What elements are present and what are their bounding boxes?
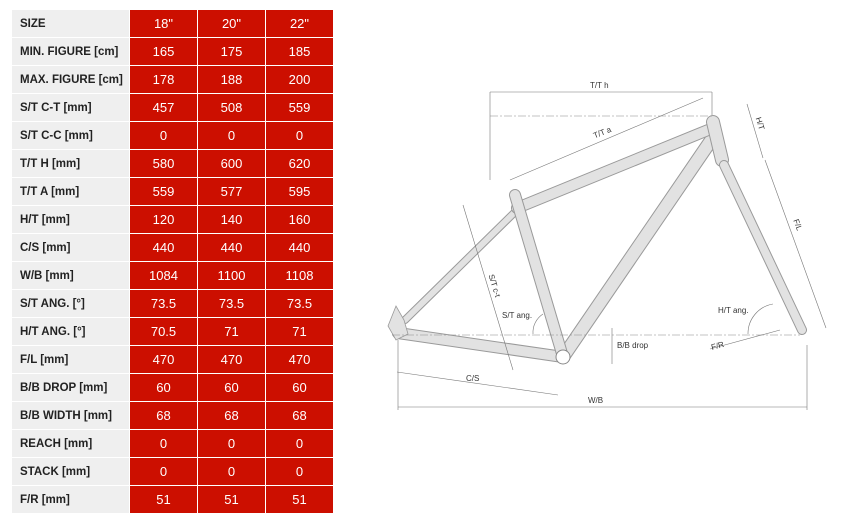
value-cell: 165 [129, 37, 198, 66]
label-tta: T/T a [592, 125, 613, 140]
table-row: F/L [mm] 470 470 470 [11, 345, 334, 374]
table-row: T/T H [mm] 580 600 620 [11, 149, 334, 178]
value-cell: 1084 [129, 261, 198, 290]
value-cell: 595 [265, 177, 334, 206]
value-cell: 178 [129, 65, 198, 94]
value-cell: 580 [129, 149, 198, 178]
table-row: STACK [mm] 0 0 0 [11, 457, 334, 486]
value-cell: 620 [265, 149, 334, 178]
value-cell: 60 [129, 373, 198, 402]
row-label: F/L [mm] [11, 345, 130, 374]
value-cell: 60 [197, 373, 266, 402]
table-row: F/R [mm] 51 51 51 [11, 485, 334, 514]
label-stang: S/T ang. [502, 311, 532, 320]
row-label: W/B [mm] [11, 261, 130, 290]
value-cell: 440 [129, 233, 198, 262]
row-label: H/T ANG. [°] [11, 317, 130, 346]
value-cell: 185 [265, 37, 334, 66]
row-label: REACH [mm] [11, 429, 130, 458]
value-cell: 508 [197, 93, 266, 122]
row-label: B/B DROP [mm] [11, 373, 130, 402]
label-fl: F/L [791, 218, 804, 232]
table-row: MAX. FIGURE [cm] 178 188 200 [11, 65, 334, 94]
value-cell: 0 [129, 457, 198, 486]
value-cell: 0 [265, 429, 334, 458]
row-label: T/T A [mm] [11, 177, 130, 206]
value-cell: 559 [265, 93, 334, 122]
label-fr: F/R [710, 340, 725, 352]
label-tth: T/T h [590, 81, 609, 90]
row-label: SIZE [11, 9, 130, 38]
value-cell: 22" [265, 9, 334, 38]
table-row: SIZE 18" 20" 22" [11, 9, 334, 38]
value-cell: 470 [129, 345, 198, 374]
value-cell: 470 [265, 345, 334, 374]
table-row: C/S [mm] 440 440 440 [11, 233, 334, 262]
value-cell: 73.5 [197, 289, 266, 318]
label-htang: H/T ang. [718, 306, 749, 315]
geometry-table: SIZE 18" 20" 22" MIN. FIGURE [cm] 165 175 185 MA… [11, 9, 334, 514]
value-cell: 440 [197, 233, 266, 262]
value-cell: 1108 [265, 261, 334, 290]
frame-tubes [387, 115, 807, 365]
value-cell: 1100 [197, 261, 266, 290]
label-stct: S/T c-t [487, 273, 503, 299]
value-cell: 73.5 [129, 289, 198, 318]
table-row: REACH [mm] 0 0 0 [11, 429, 334, 458]
row-label: F/R [mm] [11, 485, 130, 514]
value-cell: 188 [197, 65, 266, 94]
value-cell: 175 [197, 37, 266, 66]
row-label: S/T C-T [mm] [11, 93, 130, 122]
row-label: S/T ANG. [°] [11, 289, 130, 318]
row-label: H/T [mm] [11, 205, 130, 234]
value-cell: 0 [265, 457, 334, 486]
value-cell: 577 [197, 177, 266, 206]
table-row: T/T A [mm] 559 577 595 [11, 177, 334, 206]
table-row: B/B DROP [mm] 60 60 60 [11, 373, 334, 402]
row-label: B/B WIDTH [mm] [11, 401, 130, 430]
value-cell: 51 [197, 485, 266, 514]
table-row: S/T C-T [mm] 457 508 559 [11, 93, 334, 122]
value-cell: 51 [265, 485, 334, 514]
row-label: MAX. FIGURE [cm] [11, 65, 130, 94]
label-bbdrop: B/B drop [617, 341, 649, 350]
row-label: T/T H [mm] [11, 149, 130, 178]
value-cell: 457 [129, 93, 198, 122]
value-cell: 51 [129, 485, 198, 514]
label-wb: W/B [588, 396, 603, 405]
table-row: MIN. FIGURE [cm] 165 175 185 [11, 37, 334, 66]
value-cell: 0 [129, 121, 198, 150]
value-cell: 71 [265, 317, 334, 346]
table-row: W/B [mm] 1084 1100 1108 [11, 261, 334, 290]
value-cell: 160 [265, 205, 334, 234]
label-ht: H/T [754, 116, 766, 131]
row-label: MIN. FIGURE [cm] [11, 37, 130, 66]
row-label: C/S [mm] [11, 233, 130, 262]
label-cs: C/S [466, 374, 479, 383]
table-row: H/T [mm] 120 140 160 [11, 205, 334, 234]
value-cell: 68 [265, 401, 334, 430]
value-cell: 0 [265, 121, 334, 150]
value-cell: 470 [197, 345, 266, 374]
value-cell: 440 [265, 233, 334, 262]
value-cell: 68 [129, 401, 198, 430]
dimension-lines [392, 91, 827, 410]
row-label: STACK [mm] [11, 457, 130, 486]
value-cell: 0 [129, 429, 198, 458]
